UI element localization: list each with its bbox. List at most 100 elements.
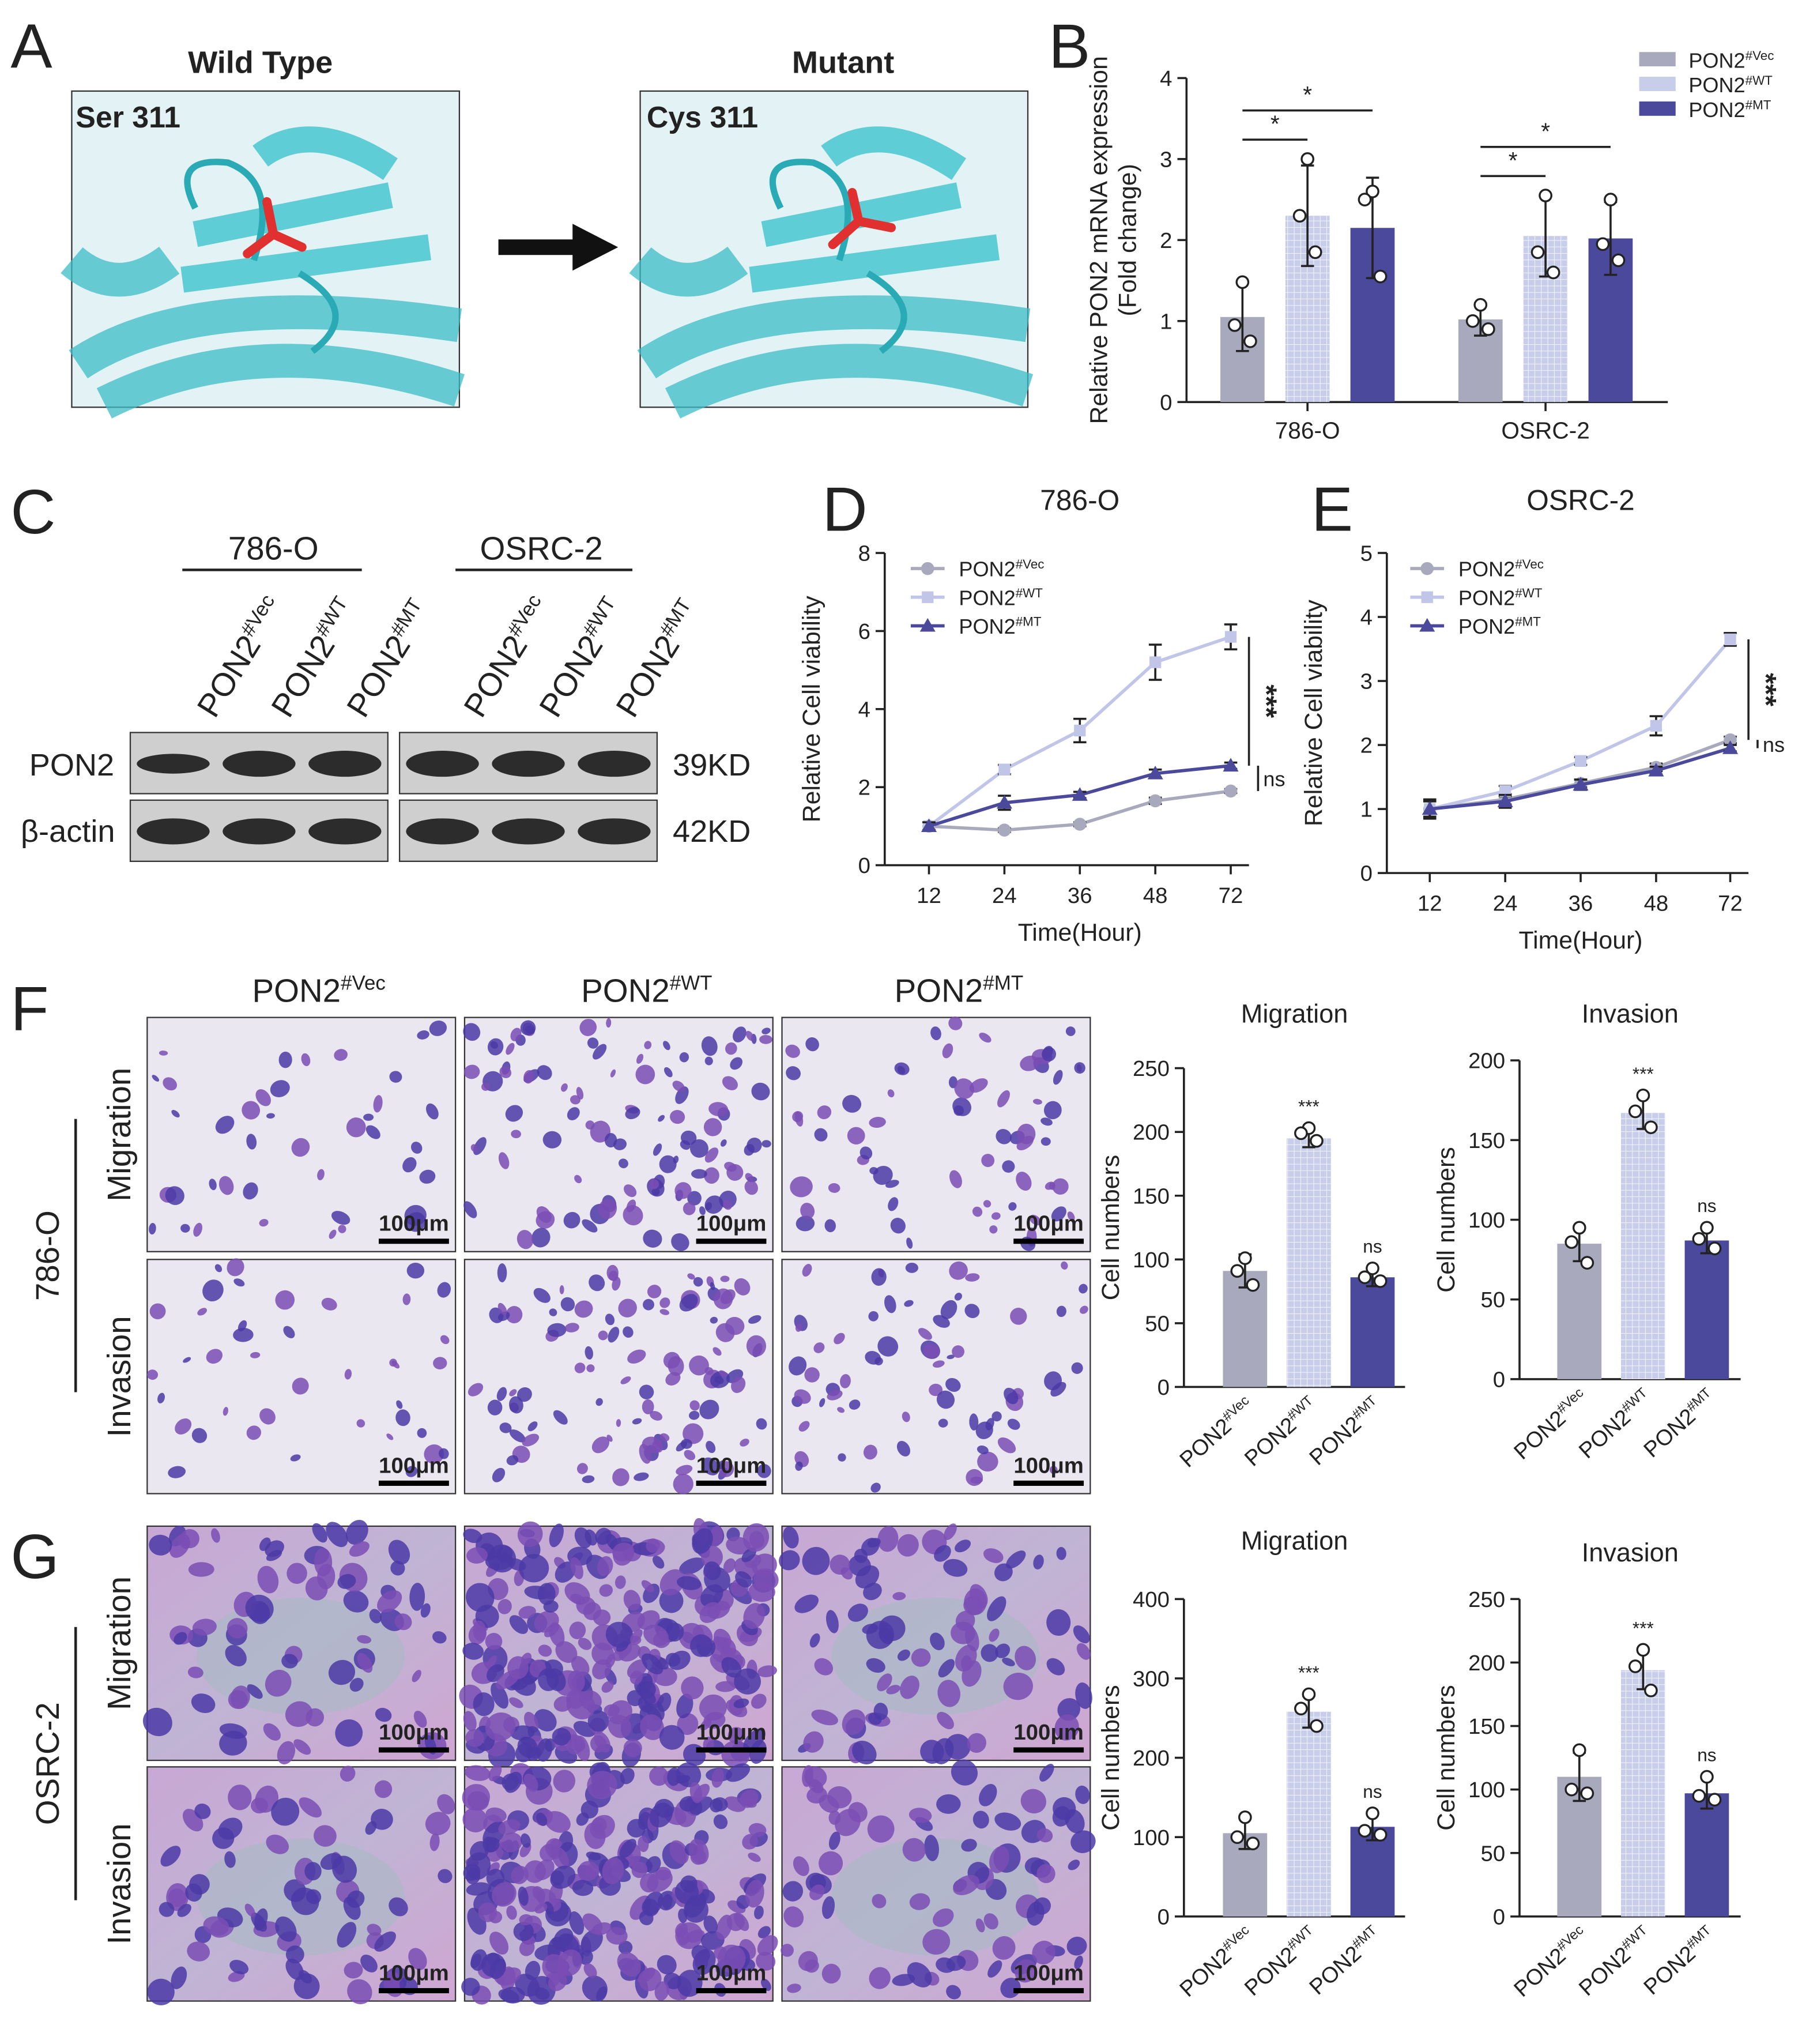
x-tick-label: 12 xyxy=(1418,891,1442,916)
band-label: β-actin xyxy=(21,814,115,849)
structure-title: Mutant xyxy=(792,45,894,80)
cell xyxy=(888,1197,899,1211)
cell xyxy=(470,1144,478,1152)
cell xyxy=(859,1146,873,1160)
cell xyxy=(265,1540,284,1557)
cell xyxy=(989,1628,1000,1642)
cell xyxy=(1036,1864,1055,1883)
data-point xyxy=(1628,1104,1642,1119)
cell xyxy=(620,1376,631,1384)
legend-marker xyxy=(1421,591,1433,603)
cell xyxy=(1049,1182,1055,1190)
blot-band xyxy=(308,818,382,845)
cell xyxy=(553,1770,576,1793)
size-label: 39KD xyxy=(673,748,751,782)
cell xyxy=(865,1351,881,1365)
cell xyxy=(638,1967,655,1983)
cell xyxy=(491,1682,509,1709)
cell xyxy=(517,1230,534,1249)
row-label: Invasion xyxy=(101,1316,137,1437)
cell xyxy=(321,1297,337,1311)
cell xyxy=(463,1529,482,1544)
bar-hatch xyxy=(1620,1113,1665,1379)
y-tick-label: 0 xyxy=(1493,1904,1505,1929)
cell xyxy=(751,1693,767,1709)
cell xyxy=(499,1422,512,1433)
cell xyxy=(328,1659,356,1685)
cell xyxy=(518,1886,529,1906)
cell xyxy=(992,1411,1002,1422)
cell xyxy=(936,1957,956,1973)
marker xyxy=(1149,656,1162,668)
y-tick-label: 300 xyxy=(1133,1666,1170,1691)
cell xyxy=(936,1794,961,1814)
group-label: 786-O xyxy=(228,530,319,566)
cell xyxy=(689,1634,712,1657)
cell xyxy=(989,1846,1009,1873)
cell xyxy=(703,1712,726,1729)
cell xyxy=(343,1590,369,1613)
panel-label: G xyxy=(10,1522,59,1591)
cell xyxy=(740,1439,749,1447)
y-tick-label: 4 xyxy=(1160,66,1172,91)
cell xyxy=(335,1719,363,1747)
cell xyxy=(663,1352,680,1369)
cell xyxy=(245,1594,274,1623)
cell xyxy=(1006,1550,1026,1569)
cell xyxy=(187,1941,210,1962)
cell xyxy=(890,1218,906,1234)
cell xyxy=(578,1861,599,1881)
panel-label: F xyxy=(10,974,48,1044)
cell xyxy=(981,1644,998,1662)
cell xyxy=(285,1701,313,1727)
cell xyxy=(1042,1047,1057,1061)
cell xyxy=(757,1464,771,1478)
cell xyxy=(977,1451,998,1472)
cell xyxy=(659,1433,670,1441)
cell xyxy=(159,1051,168,1056)
cell xyxy=(552,1727,571,1746)
cell xyxy=(497,1311,510,1321)
residue-label: Ser 311 xyxy=(76,100,180,134)
cell xyxy=(496,1387,507,1401)
cell xyxy=(506,1905,517,1920)
cell xyxy=(746,1335,767,1357)
cell xyxy=(266,1834,289,1854)
cell xyxy=(406,1263,425,1279)
cell xyxy=(591,1817,607,1833)
cell xyxy=(142,1707,172,1737)
cell xyxy=(981,1154,995,1168)
cell xyxy=(420,1603,431,1618)
x-tick-label: 36 xyxy=(1569,891,1593,916)
cell xyxy=(332,1855,357,1883)
cell xyxy=(246,1425,262,1440)
cell xyxy=(570,1557,583,1579)
blot-band xyxy=(578,818,651,845)
data-point xyxy=(1358,1824,1372,1838)
data-point xyxy=(1546,265,1560,280)
significance-label: * xyxy=(1541,118,1550,144)
cell xyxy=(693,1277,703,1287)
cell xyxy=(549,1308,557,1316)
data-point xyxy=(1230,1830,1245,1845)
cell xyxy=(704,1367,714,1375)
cell xyxy=(680,1875,698,1893)
cell xyxy=(374,1780,393,1798)
chart-title: Migration xyxy=(1241,999,1348,1029)
cell xyxy=(691,1169,707,1179)
cell xyxy=(642,1399,654,1414)
cell xyxy=(344,1962,363,1979)
cell xyxy=(225,1645,247,1667)
data-point xyxy=(1707,1241,1722,1256)
data-point xyxy=(1692,1789,1706,1803)
cell xyxy=(638,1836,649,1853)
cell xyxy=(580,1929,603,1953)
cell xyxy=(787,1983,801,1993)
cell xyxy=(754,1906,764,1919)
band-label: PON2 xyxy=(29,748,114,782)
y-tick-label: 3 xyxy=(1160,147,1172,172)
y-tick-label: 0 xyxy=(858,853,870,878)
cell xyxy=(748,1582,775,1602)
cell xyxy=(640,1873,659,1893)
legend-marker xyxy=(1420,562,1434,575)
